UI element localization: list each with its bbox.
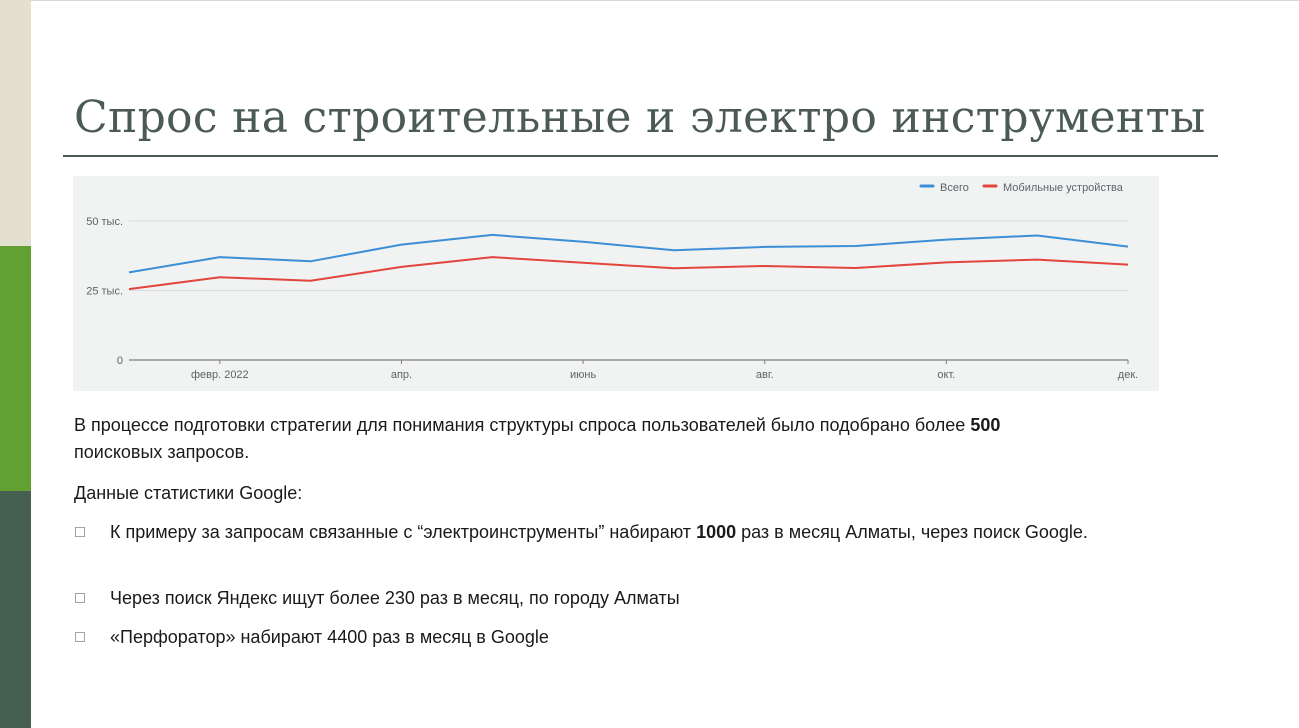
side-band-middle (0, 246, 31, 491)
y-tick-label: 50 тыс. (86, 216, 123, 228)
bullet-text: К примеру за запросам связанные с “элект… (110, 522, 697, 542)
title-underline (63, 155, 1218, 157)
slide-title: Спрос на строительные и электро инструме… (74, 92, 1206, 143)
y-tick-label: 25 тыс. (86, 286, 123, 298)
square-bullet-icon (75, 527, 85, 537)
stats-heading: Данные статистики Google: (74, 483, 303, 503)
side-band-top (0, 0, 31, 246)
chart-panel: 0 25 тыс. 50 тыс. февр. 2022 апр. июнь авг. окт… (73, 176, 1159, 391)
line-chart: 0 25 тыс. 50 тыс. февр. 2022 апр. июнь авг. окт… (86, 182, 1138, 381)
bullet-count: 1000 (696, 522, 737, 542)
y-tick-label: 0 (117, 355, 123, 367)
bullet-text: «Перфоратор» набирают 4400 раз в месяц в… (110, 627, 549, 647)
intro-count: 500 (970, 415, 1001, 435)
bullet-tail: раз в месяц Алматы, через поиск Google. (736, 522, 1088, 542)
side-band-bottom (0, 491, 31, 728)
x-tick-label: июнь (570, 369, 596, 381)
x-tick-label: авг. (756, 369, 774, 381)
top-border (0, 0, 1299, 1)
square-bullet-icon (75, 593, 85, 603)
x-tick-label: дек. (1118, 369, 1138, 381)
bullet-text: Через поиск Яндекс ищут более 230 раз в … (110, 588, 680, 608)
intro-text: В процессе подготовки стратегии для пони… (74, 415, 971, 435)
series-line-mobile (128, 256, 1129, 291)
intro-paragraph: В процессе подготовки стратегии для пони… (74, 412, 1154, 466)
legend-label: Всего (940, 182, 969, 194)
square-bullet-icon (75, 632, 85, 642)
legend-label: Мобильные устройства (1003, 182, 1124, 194)
x-tick-label: апр. (391, 369, 412, 381)
x-tick-label: окт. (937, 369, 955, 381)
x-tick-label: февр. 2022 (191, 369, 249, 381)
intro-tail: поисковых запросов. (74, 442, 250, 462)
series-line-total (128, 233, 1129, 274)
